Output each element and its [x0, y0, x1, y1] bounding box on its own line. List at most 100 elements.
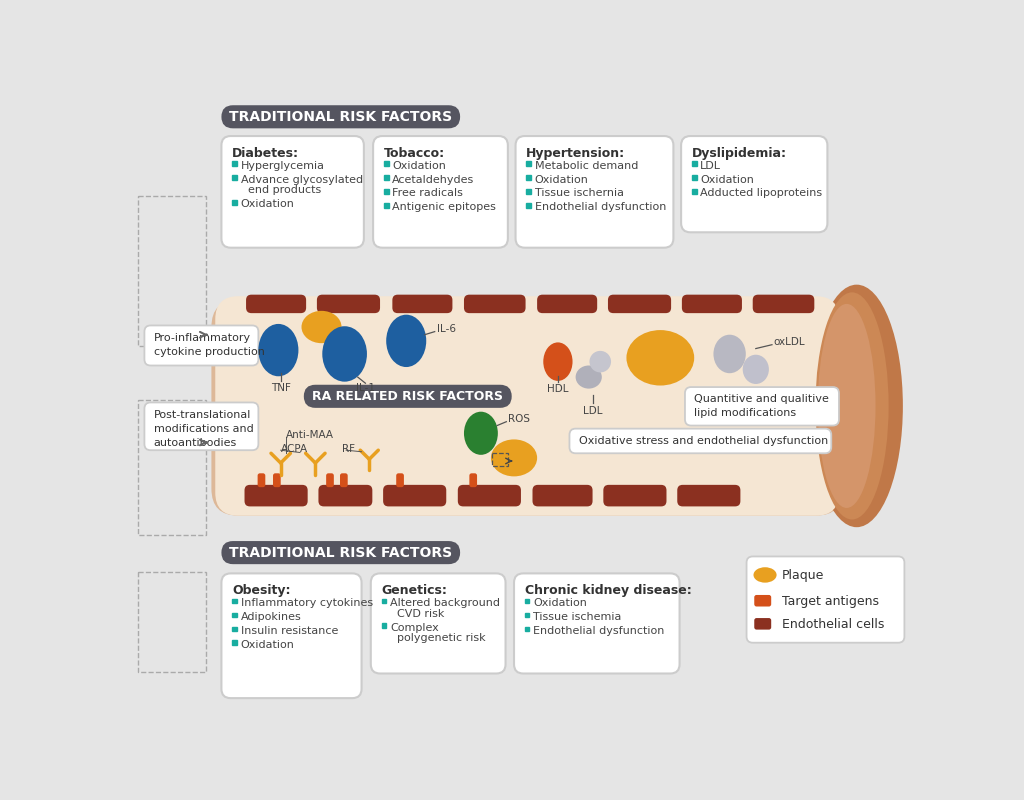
Bar [232, 613, 237, 618]
FancyBboxPatch shape [603, 485, 667, 506]
Text: Advance glycosylated: Advance glycosylated [241, 174, 362, 185]
FancyBboxPatch shape [755, 618, 771, 630]
Text: Metabolic demand: Metabolic demand [535, 161, 638, 170]
Bar [526, 162, 531, 166]
Ellipse shape [323, 326, 367, 382]
Bar [138, 196, 206, 346]
Text: Genetics:: Genetics: [382, 584, 447, 597]
Text: Anti-MAA: Anti-MAA [286, 430, 334, 440]
Text: CVD risk: CVD risk [390, 609, 444, 619]
FancyBboxPatch shape [326, 474, 334, 487]
Text: Complex: Complex [390, 622, 439, 633]
FancyBboxPatch shape [532, 485, 593, 506]
Bar [138, 572, 206, 672]
FancyBboxPatch shape [392, 294, 453, 313]
FancyBboxPatch shape [304, 385, 512, 408]
Ellipse shape [714, 334, 745, 373]
Text: Plaque: Plaque [782, 569, 824, 582]
Ellipse shape [490, 439, 538, 476]
FancyBboxPatch shape [458, 485, 521, 506]
Bar [526, 189, 531, 194]
FancyBboxPatch shape [682, 294, 742, 313]
Text: RA RELATED RISK FACTORS: RA RELATED RISK FACTORS [312, 390, 503, 403]
Text: Acetaldehydes: Acetaldehydes [392, 174, 474, 185]
Bar [382, 599, 386, 603]
Text: Tissue ischemia: Tissue ischemia [534, 612, 622, 622]
Ellipse shape [464, 412, 498, 455]
Text: Oxidation: Oxidation [241, 640, 295, 650]
Text: Post-translational
modifications and
autoantibodies: Post-translational modifications and aut… [154, 410, 253, 448]
Text: Oxidation: Oxidation [534, 598, 587, 608]
Bar [524, 613, 529, 618]
FancyBboxPatch shape [221, 574, 361, 698]
Text: Chronic kidney disease:: Chronic kidney disease: [524, 584, 691, 597]
FancyBboxPatch shape [755, 595, 771, 606]
Text: Hypertension:: Hypertension: [526, 147, 626, 160]
Text: TNF: TNF [271, 383, 292, 394]
Text: ACPA: ACPA [281, 444, 308, 454]
Text: Oxidation: Oxidation [700, 174, 755, 185]
Text: Adducted lipoproteins: Adducted lipoproteins [700, 188, 822, 198]
FancyBboxPatch shape [211, 300, 843, 516]
Text: end products: end products [241, 186, 321, 195]
FancyBboxPatch shape [464, 294, 525, 313]
Ellipse shape [742, 354, 769, 384]
FancyBboxPatch shape [514, 574, 680, 674]
Ellipse shape [627, 330, 694, 386]
Bar [232, 175, 237, 180]
FancyBboxPatch shape [221, 136, 364, 248]
FancyBboxPatch shape [273, 474, 281, 487]
FancyBboxPatch shape [316, 294, 380, 313]
FancyBboxPatch shape [469, 474, 477, 487]
Text: Altered background: Altered background [390, 598, 500, 608]
Text: Adipokines: Adipokines [241, 612, 301, 622]
Bar [384, 162, 388, 166]
Text: ROS: ROS [508, 414, 529, 424]
Bar [384, 189, 388, 194]
FancyBboxPatch shape [515, 136, 674, 248]
FancyBboxPatch shape [371, 574, 506, 674]
Ellipse shape [258, 324, 298, 376]
Text: polygenetic risk: polygenetic risk [390, 634, 485, 643]
FancyBboxPatch shape [677, 485, 740, 506]
FancyBboxPatch shape [569, 429, 831, 454]
Text: Oxidation: Oxidation [241, 199, 295, 209]
Bar [382, 623, 386, 628]
Bar [692, 162, 696, 166]
FancyBboxPatch shape [383, 485, 446, 506]
Text: Dyslipidemia:: Dyslipidemia: [692, 147, 786, 160]
Text: Oxidative stress and endothelial dysfunction: Oxidative stress and endothelial dysfunc… [579, 435, 828, 446]
Text: LDL: LDL [700, 161, 721, 170]
FancyBboxPatch shape [538, 294, 597, 313]
FancyBboxPatch shape [221, 106, 460, 128]
FancyBboxPatch shape [318, 485, 373, 506]
Text: Antigenic epitopes: Antigenic epitopes [392, 202, 497, 212]
Text: Oxidation: Oxidation [535, 174, 589, 185]
Ellipse shape [386, 314, 426, 367]
Text: Target antigens: Target antigens [782, 595, 879, 608]
Text: Endothelial dysfunction: Endothelial dysfunction [534, 626, 665, 636]
Text: HDL: HDL [547, 384, 568, 394]
Bar [692, 175, 696, 180]
Text: Endothelial cells: Endothelial cells [782, 618, 885, 631]
Text: LDL: LDL [583, 406, 602, 415]
Bar [524, 599, 529, 603]
FancyBboxPatch shape [373, 136, 508, 248]
Ellipse shape [575, 366, 602, 389]
Bar [232, 626, 237, 631]
Text: Free radicals: Free radicals [392, 188, 463, 198]
Text: IL-1: IL-1 [356, 383, 375, 394]
Ellipse shape [301, 311, 342, 343]
FancyBboxPatch shape [221, 541, 460, 564]
Text: Pro-inflammatory
cytokine production: Pro-inflammatory cytokine production [154, 333, 264, 357]
Bar [384, 175, 388, 180]
FancyBboxPatch shape [215, 296, 839, 516]
Text: Quantitive and qualitive
lipid modifications: Quantitive and qualitive lipid modificat… [694, 394, 829, 418]
FancyBboxPatch shape [396, 474, 403, 487]
FancyBboxPatch shape [685, 387, 839, 426]
Text: TRADITIONAL RISK FACTORS: TRADITIONAL RISK FACTORS [229, 546, 453, 560]
Bar [526, 203, 531, 208]
Text: oxLDL: oxLDL [773, 338, 805, 347]
Bar [526, 175, 531, 180]
Bar [138, 400, 206, 535]
